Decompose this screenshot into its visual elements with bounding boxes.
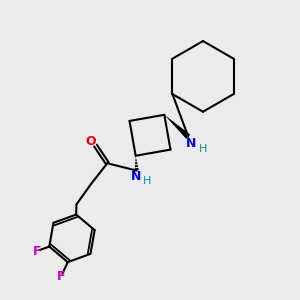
Text: O: O bbox=[85, 135, 95, 148]
Text: F: F bbox=[33, 244, 41, 257]
Text: H: H bbox=[199, 144, 207, 154]
Text: N: N bbox=[131, 170, 141, 183]
Text: H: H bbox=[143, 176, 151, 186]
Text: N: N bbox=[185, 137, 196, 150]
Polygon shape bbox=[164, 115, 190, 139]
Text: F: F bbox=[57, 270, 65, 283]
